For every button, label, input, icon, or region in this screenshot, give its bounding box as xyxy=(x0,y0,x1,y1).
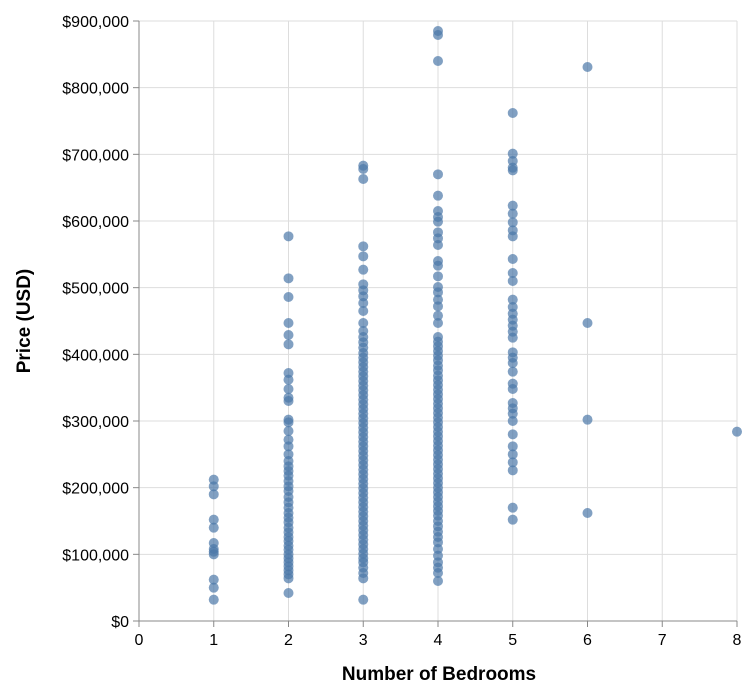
scatter-point xyxy=(433,568,443,578)
scatter-point xyxy=(507,457,518,468)
scatter-point xyxy=(208,514,219,525)
x-tick-label: 0 xyxy=(135,632,144,649)
scatter-point xyxy=(433,190,443,201)
x-axis-title: Number of Bedrooms xyxy=(342,664,536,685)
scatter-point xyxy=(208,489,219,500)
scatter-point xyxy=(433,301,443,312)
scatter-point xyxy=(507,108,518,118)
scatter-point xyxy=(507,449,518,460)
scatter-point xyxy=(507,200,518,211)
scatter-point xyxy=(433,318,443,328)
x-tick-label: 4 xyxy=(434,632,443,649)
scatter-point xyxy=(433,56,443,66)
scatter-point xyxy=(283,374,294,385)
scatter-point xyxy=(358,264,369,275)
scatter-point xyxy=(582,318,593,328)
y-tick-label: $900,000 xyxy=(62,14,129,31)
scatter-point xyxy=(507,208,518,219)
scatter-point xyxy=(358,573,369,584)
scatter-point xyxy=(433,260,443,271)
x-tick-label: 7 xyxy=(658,632,667,649)
scatter-point xyxy=(433,30,443,40)
scatter-point xyxy=(283,292,294,302)
y-tick-label: $600,000 xyxy=(62,214,129,231)
scatter-point xyxy=(433,169,443,180)
scatter-point xyxy=(358,251,369,262)
scatter-point xyxy=(283,318,294,328)
scatter-point xyxy=(358,318,369,328)
scatter-point xyxy=(283,441,294,452)
scatter-point xyxy=(358,174,369,184)
scatter-point xyxy=(283,384,294,394)
x-tick-label: 1 xyxy=(209,632,218,649)
scatter-point xyxy=(507,465,518,476)
scatter-point xyxy=(283,588,294,598)
scatter-point xyxy=(283,426,294,436)
scatter-point xyxy=(358,164,369,174)
data-points xyxy=(208,26,742,605)
y-tick-label: $700,000 xyxy=(62,147,129,164)
scatter-point xyxy=(283,396,294,406)
scatter-point xyxy=(208,582,219,593)
scatter-point xyxy=(283,231,294,242)
scatter-point xyxy=(507,358,518,368)
scatter-point xyxy=(433,271,443,282)
scatter-point xyxy=(507,366,518,377)
scatter-point xyxy=(283,417,294,428)
scatter-point xyxy=(433,240,443,250)
scatter-point xyxy=(582,62,593,72)
y-tick-label: $100,000 xyxy=(62,547,129,564)
scatter-point xyxy=(507,429,518,440)
scatter-point xyxy=(208,481,219,492)
scatter-point xyxy=(507,384,518,394)
scatter-point xyxy=(507,276,518,286)
y-tick-label: $800,000 xyxy=(62,81,129,98)
y-tick-label: $0 xyxy=(111,614,129,631)
scatter-point xyxy=(507,231,518,242)
scatter-point xyxy=(433,287,443,298)
scatter-point xyxy=(507,408,518,419)
scatter-point xyxy=(507,254,518,264)
x-tick-label: 3 xyxy=(359,632,368,649)
scatter-point xyxy=(433,576,443,586)
scatter-point xyxy=(283,330,294,340)
scatter-point xyxy=(507,165,518,176)
scatter-point xyxy=(507,416,518,426)
scatter-point xyxy=(507,332,518,343)
axes: 0 1 2 3 4 5 6 7 8 $0 $100,000 $200,000 $300,000 $400,… xyxy=(62,14,741,649)
scatter-point xyxy=(358,298,369,308)
scatter-point xyxy=(507,502,518,513)
y-tick-label: $200,000 xyxy=(62,481,129,498)
scatter-point xyxy=(358,306,369,316)
scatter-point xyxy=(433,216,443,227)
y-tick-label: $300,000 xyxy=(62,414,129,431)
scatter-point xyxy=(208,594,219,605)
scatter-point xyxy=(208,574,219,585)
y-axis-title: Price (USD) xyxy=(14,269,35,374)
scatter-point xyxy=(507,217,518,228)
x-tick-label: 6 xyxy=(583,632,592,649)
scatter-point xyxy=(582,414,593,425)
scatter-point xyxy=(433,310,443,321)
x-tick-label: 8 xyxy=(733,632,742,649)
scatter-point xyxy=(208,522,219,533)
y-tick-label: $500,000 xyxy=(62,281,129,298)
x-tick-label: 5 xyxy=(508,632,517,649)
scatter-point xyxy=(732,426,742,437)
scatter-point xyxy=(507,268,518,278)
y-tick-label: $400,000 xyxy=(62,347,129,364)
scatter-point xyxy=(582,508,593,518)
scatter-point xyxy=(358,241,369,252)
scatter-point xyxy=(507,441,518,452)
scatter-point xyxy=(283,573,294,584)
x-tick-label: 2 xyxy=(284,632,293,649)
scatter-point xyxy=(507,514,518,525)
scatter-point xyxy=(358,594,369,605)
scatter-point xyxy=(507,294,518,305)
scatter-point xyxy=(507,148,518,159)
scatter-point xyxy=(283,339,294,350)
scatter-point xyxy=(283,273,294,284)
scatter-point xyxy=(208,549,219,560)
